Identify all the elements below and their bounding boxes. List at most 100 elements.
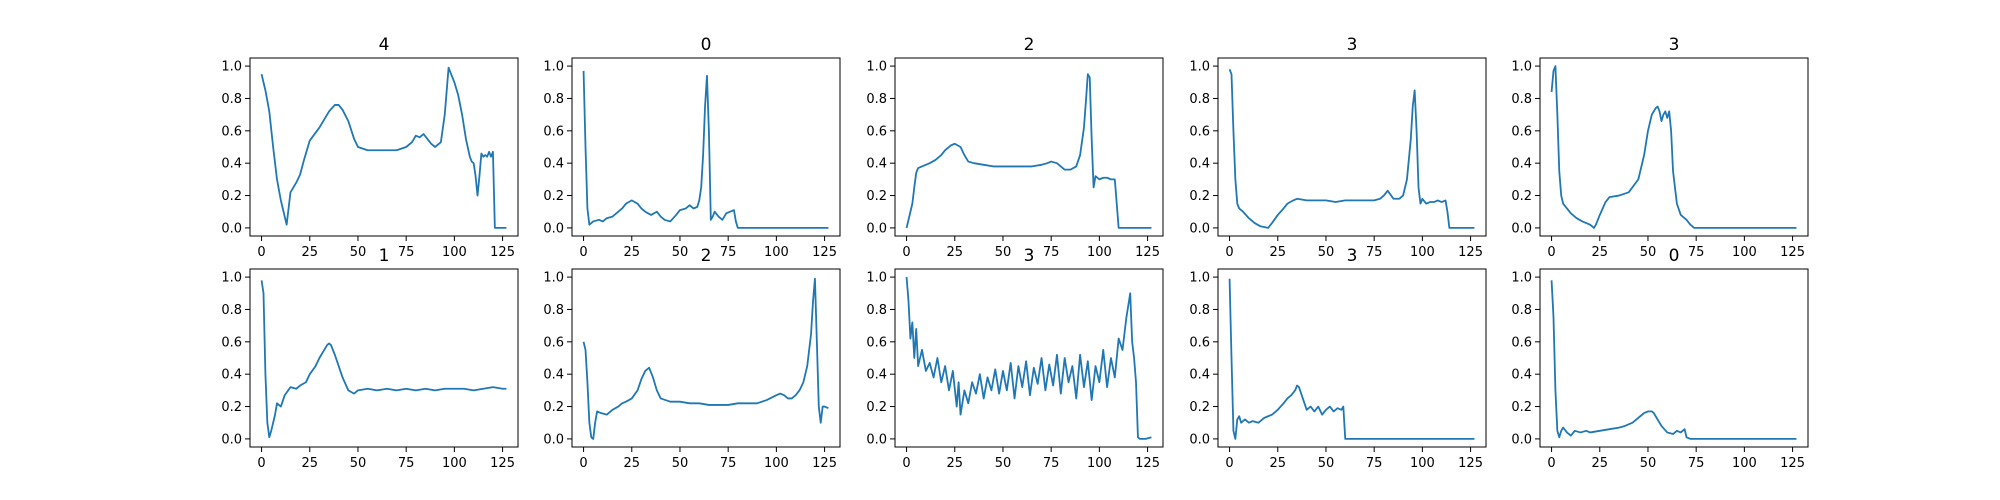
x-tick-label: 50 [672, 456, 689, 471]
series-line [582, 277, 829, 440]
y-tick-label: 0.6 [1189, 335, 1210, 350]
x-tick-label: 0 [579, 456, 587, 471]
x-tick-label: 125 [1135, 456, 1160, 471]
y-tick-label: 0.6 [866, 335, 887, 350]
x-tick-label: 25 [301, 245, 318, 260]
y-tick-label: 0.4 [221, 157, 242, 172]
series-line [905, 277, 1152, 440]
x-tick-label: 125 [1780, 245, 1805, 260]
y-tick-label: 1.0 [1189, 271, 1210, 286]
x-tick-label: 100 [1732, 456, 1757, 471]
series-line [260, 280, 507, 439]
subplot-6: 1 0 25 50 75 100 125 0.0 0.2 0.4 0.6 0.8 1.0 [221, 246, 519, 471]
x-tick-label: 50 [1640, 456, 1657, 471]
x-tick-label: 0 [1225, 456, 1233, 471]
x-tick-label: 0 [1547, 245, 1555, 260]
y-tick-label: 0.6 [543, 335, 564, 350]
subplot-7: 2 0 25 50 75 100 125 0.0 0.2 0.4 0.6 0.8 1.0 [543, 246, 841, 471]
y-tick-label: 0.2 [1511, 189, 1532, 204]
y-tick-label: 0.6 [1189, 124, 1210, 139]
x-tick-label: 75 [398, 245, 415, 260]
subplot-title: 2 [701, 246, 712, 266]
x-tick-label: 25 [1269, 245, 1286, 260]
axes-frame [1539, 57, 1809, 237]
x-tick-label: 100 [1410, 245, 1435, 260]
x-tick-label: 0 [902, 456, 910, 471]
x-tick-label: 75 [1043, 245, 1060, 260]
y-tick-label: 1.0 [543, 60, 564, 75]
y-tick-label: 0.4 [543, 368, 564, 383]
subplot-title: 3 [1024, 246, 1035, 266]
y-tick-label: 0.0 [543, 221, 564, 236]
x-tick-label: 75 [1688, 245, 1705, 260]
x-tick-label: 125 [490, 456, 515, 471]
x-tick-label: 125 [490, 245, 515, 260]
y-tick-label: 0.6 [1511, 335, 1532, 350]
y-tick-label: 1.0 [866, 60, 887, 75]
subplot-title: 3 [1669, 35, 1680, 55]
y-tick-label: 0.0 [1189, 432, 1210, 447]
y-tick-label: 0.8 [1511, 303, 1532, 318]
x-tick-label: 0 [257, 456, 265, 471]
x-tick-label: 75 [720, 245, 737, 260]
x-tick-label: 50 [350, 456, 367, 471]
series-line [1550, 65, 1797, 229]
subplot-9: 3 0 25 50 75 100 125 0.0 0.2 0.4 0.6 0.8 1.0 [1189, 246, 1487, 471]
x-tick-label: 100 [442, 456, 467, 471]
y-tick-label: 0.8 [221, 303, 242, 318]
x-tick-label: 50 [995, 245, 1012, 260]
x-tick-label: 50 [995, 456, 1012, 471]
y-tick-label: 0.0 [221, 432, 242, 447]
x-tick-label: 75 [1366, 456, 1383, 471]
y-tick-label: 0.0 [1511, 432, 1532, 447]
y-tick-label: 0.4 [866, 368, 887, 383]
x-tick-label: 100 [442, 245, 467, 260]
y-tick-label: 0.4 [1511, 368, 1532, 383]
y-tick-label: 0.8 [543, 303, 564, 318]
y-tick-label: 0.8 [866, 303, 887, 318]
axes-frame [894, 268, 1164, 448]
y-tick-label: 0.2 [1511, 400, 1532, 415]
y-tick-label: 0.4 [1511, 157, 1532, 172]
y-tick-label: 0.2 [866, 189, 887, 204]
y-tick-label: 0.8 [543, 92, 564, 107]
subplot-title: 1 [379, 246, 390, 266]
subplot-title: 3 [1347, 246, 1358, 266]
subplot-8: 3 0 25 50 75 100 125 0.0 0.2 0.4 0.6 0.8 1.0 [866, 246, 1164, 471]
x-tick-label: 25 [623, 456, 640, 471]
x-tick-label: 50 [1318, 245, 1335, 260]
series-line [1228, 278, 1475, 440]
y-tick-label: 0.4 [221, 368, 242, 383]
x-tick-label: 0 [902, 245, 910, 260]
axes-frame [571, 268, 841, 448]
x-tick-label: 0 [1547, 456, 1555, 471]
x-tick-label: 25 [623, 245, 640, 260]
subplot-4: 3 0 25 50 75 100 125 0.0 0.2 0.4 0.6 0.8 1.0 [1189, 35, 1487, 260]
y-tick-label: 0.6 [866, 124, 887, 139]
x-tick-label: 50 [672, 245, 689, 260]
axes-frame [1217, 268, 1487, 448]
y-tick-label: 0.8 [866, 92, 887, 107]
y-tick-label: 0.8 [1189, 92, 1210, 107]
y-tick-label: 0.8 [221, 92, 242, 107]
subplot-title: 0 [701, 35, 712, 55]
y-tick-label: 0.0 [1189, 221, 1210, 236]
x-tick-label: 100 [1087, 245, 1112, 260]
axes-frame [571, 57, 841, 237]
subplot-2: 0 0 25 50 75 100 125 0.0 0.2 0.4 0.6 0.8 1.0 [543, 35, 841, 260]
x-tick-label: 0 [257, 245, 265, 260]
y-tick-label: 0.4 [1189, 157, 1210, 172]
series-line [1550, 280, 1797, 440]
subplot-1: 4 0 25 50 75 100 125 0.0 0.2 0.4 0.6 0.8 1.0 [221, 35, 519, 260]
x-tick-label: 125 [1458, 456, 1483, 471]
x-tick-label: 100 [764, 245, 789, 260]
y-tick-label: 0.6 [221, 335, 242, 350]
subplot-title: 3 [1347, 35, 1358, 55]
x-tick-label: 25 [301, 456, 318, 471]
x-tick-label: 25 [1591, 456, 1608, 471]
series-line [582, 70, 829, 229]
x-tick-label: 0 [579, 245, 587, 260]
axes-frame [1217, 57, 1487, 237]
x-tick-label: 50 [350, 245, 367, 260]
subplot-title: 4 [379, 35, 390, 55]
